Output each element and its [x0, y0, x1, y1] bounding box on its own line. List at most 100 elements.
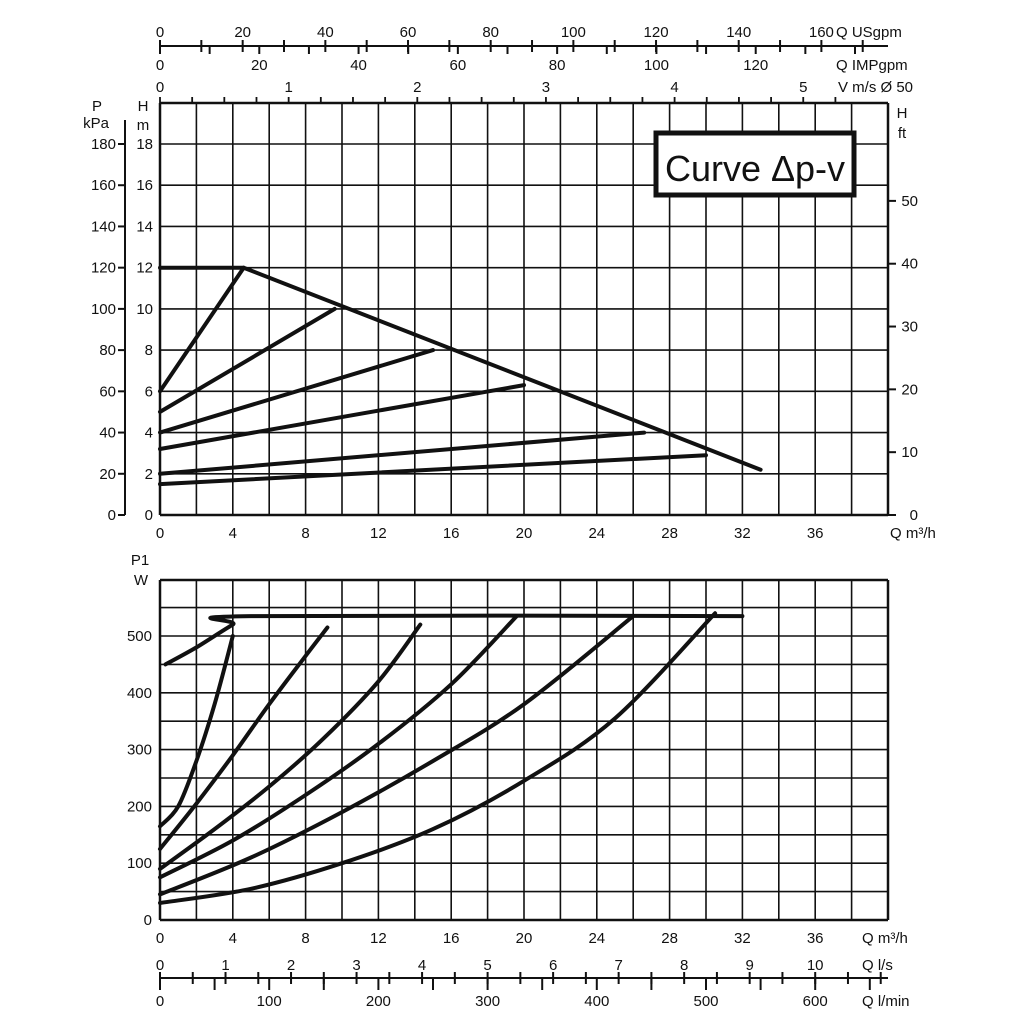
lps-tick-label: 4	[418, 957, 426, 974]
power-tick-label: 300	[127, 742, 152, 759]
impgpm-tick-label: 100	[644, 57, 669, 74]
flow-tick-label: 0	[156, 525, 164, 542]
pressure-tick-label: 100	[91, 301, 116, 318]
usgpm-tick-label: 40	[317, 24, 334, 41]
head-ft-tick-label: 10	[901, 444, 918, 461]
impgpm-tick-label: 60	[450, 57, 467, 74]
pressure-axis-unit: kPa	[83, 115, 110, 132]
power-curve-setting-3	[158, 622, 423, 871]
chart-title-box: Curve Δp-v	[653, 130, 857, 198]
head-ft-tick-label: 20	[901, 381, 918, 398]
power-curve-setting-1	[158, 634, 235, 829]
power-axis-unit: W	[134, 572, 149, 589]
flow-tick-label: 20	[516, 525, 533, 542]
usgpm-tick-label: 140	[726, 24, 751, 41]
chart-title: Curve Δp-v	[665, 148, 845, 189]
flow-tick-label: 28	[661, 525, 678, 542]
power-curve-setting-4	[158, 614, 519, 880]
lps-tick-label: 10	[807, 957, 824, 974]
head-m-tick-label: 4	[145, 425, 153, 442]
usgpm-tick-label: 20	[234, 24, 251, 41]
lpm-tick-label: 0	[156, 993, 164, 1010]
impgpm-tick-label: 20	[251, 57, 268, 74]
flow-tick-label: 24	[588, 525, 605, 542]
pressure-tick-label: 120	[91, 260, 116, 277]
flow-tick-label: 8	[301, 930, 309, 947]
lps-tick-label: 2	[287, 957, 295, 974]
velocity-tick-label: 2	[413, 79, 421, 96]
head-m-tick-label: 18	[136, 136, 153, 153]
lpm-tick-label: 600	[803, 993, 828, 1010]
pressure-tick-label: 160	[91, 177, 116, 194]
lps-tick-label: 9	[746, 957, 754, 974]
power-tick-label: 500	[127, 628, 152, 645]
pressure-tick-label: 180	[91, 136, 116, 153]
velocity-tick-label: 5	[799, 79, 807, 96]
lps-tick-label: 3	[352, 957, 360, 974]
lps-tick-label: 8	[680, 957, 688, 974]
velocity-tick-label: 4	[670, 79, 678, 96]
flow-tick-label: 28	[661, 930, 678, 947]
head-m-axis-unit: m	[137, 117, 150, 134]
lpm-tick-label: 400	[584, 993, 609, 1010]
head-m-tick-label: 2	[145, 466, 153, 483]
flow-tick-label: 0	[156, 930, 164, 947]
usgpm-tick-label: 100	[561, 24, 586, 41]
head-m-tick-label: 14	[136, 218, 153, 235]
flow-tick-label: 12	[370, 525, 387, 542]
head-ft-tick-label: 0	[910, 507, 918, 524]
power-curve-setting-5	[158, 614, 636, 897]
head-m-tick-label: 12	[136, 260, 153, 277]
flow-tick-label: 32	[734, 930, 751, 947]
head-curve-setting-1	[158, 265, 246, 394]
head-m-tick-label: 10	[136, 301, 153, 318]
flow-tick-label: 16	[443, 525, 460, 542]
max-power-envelope-line	[163, 613, 745, 667]
pressure-axis-label: P	[92, 98, 102, 115]
lpm-tick-label: 200	[366, 993, 391, 1010]
velocity-tick-label: 0	[156, 79, 164, 96]
head-ft-tick-label: 30	[901, 319, 918, 336]
lpm-tick-label: 100	[257, 993, 282, 1010]
head-ft-tick-label: 50	[901, 193, 918, 210]
usgpm-axis-label: Q USgpm	[836, 24, 902, 41]
head-ft-axis-unit: ft	[898, 125, 907, 142]
usgpm-tick-label: 160	[809, 24, 834, 41]
flow-tick-label: 36	[807, 930, 824, 947]
pressure-tick-label: 80	[99, 342, 116, 359]
flow-tick-label: 4	[229, 930, 237, 947]
usgpm-tick-label: 120	[644, 24, 669, 41]
impgpm-axis-label: Q IMPgpm	[836, 57, 908, 74]
head-m-tick-label: 6	[145, 383, 153, 400]
head-m-tick-label: 8	[145, 342, 153, 359]
power-curve-setting-6	[158, 611, 718, 905]
flow-tick-label: 4	[229, 525, 237, 542]
flow-tick-label: 8	[301, 525, 309, 542]
power-tick-label: 100	[127, 855, 152, 872]
flow-tick-label: 20	[516, 930, 533, 947]
velocity-tick-label: 3	[542, 79, 550, 96]
lpm-axis-label: Q l/min	[862, 993, 910, 1010]
lps-tick-label: 5	[483, 957, 491, 974]
head-curve-setting-2	[158, 306, 337, 414]
usgpm-tick-label: 60	[400, 24, 417, 41]
lpm-tick-label: 500	[693, 993, 718, 1010]
head-m-tick-label: 16	[136, 177, 153, 194]
impgpm-tick-label: 0	[156, 57, 164, 74]
head-curve-setting-4	[158, 383, 526, 451]
usgpm-tick-label: 0	[156, 24, 164, 41]
head-ft-tick-label: 40	[901, 256, 918, 273]
flow-tick-label: 32	[734, 525, 751, 542]
flow-axis-label: Q m³/h	[890, 525, 936, 542]
pressure-tick-label: 40	[99, 425, 116, 442]
pressure-tick-label: 60	[99, 383, 116, 400]
pressure-tick-label: 140	[91, 218, 116, 235]
lpm-tick-label: 300	[475, 993, 500, 1010]
velocity-tick-label: 1	[284, 79, 292, 96]
usgpm-tick-label: 80	[482, 24, 499, 41]
velocity-axis-label: V m/s Ø 50	[838, 79, 913, 96]
flow-tick-label: 16	[443, 930, 460, 947]
head-curve-setting-5	[158, 430, 647, 476]
lps-tick-label: 6	[549, 957, 557, 974]
lps-tick-label: 1	[221, 957, 229, 974]
